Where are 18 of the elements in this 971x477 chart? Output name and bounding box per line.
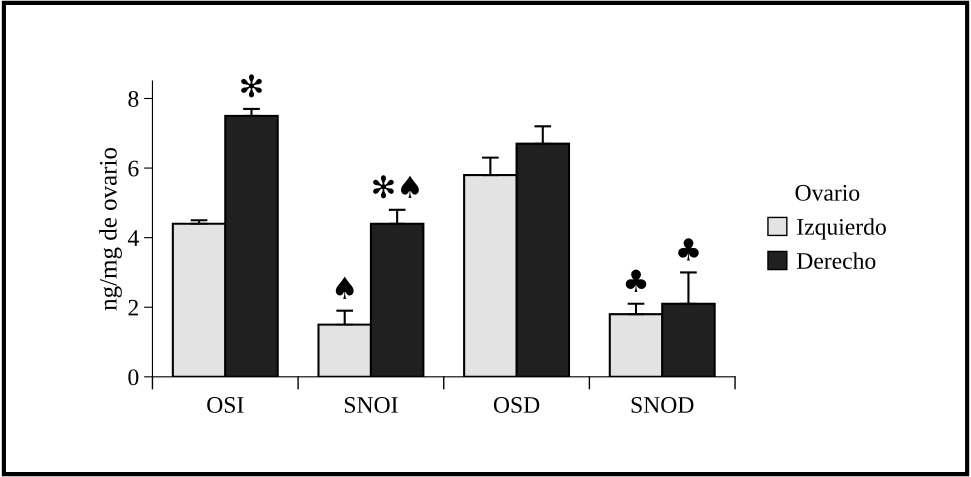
x-tick-label: OSI — [207, 397, 244, 413]
annotation: ✻ — [241, 74, 262, 98]
y-tick-label: 4 — [128, 230, 139, 246]
y-tick-label: 0 — [128, 369, 138, 386]
legend-title: Ovario — [796, 184, 860, 201]
x-tick-label: SNOI — [344, 397, 398, 413]
x-tick-label: OSD — [494, 397, 540, 413]
annotation: ♣ — [626, 270, 646, 292]
y-tick-label: 6 — [128, 160, 139, 176]
y-axis-title: ng/mg de ovario — [99, 148, 122, 310]
annotation: ♠ — [336, 276, 354, 299]
annotation: ♣ — [678, 238, 699, 261]
y-tick-label: 2 — [128, 300, 138, 316]
x-tick-label: SNOD — [632, 397, 694, 413]
legend-label: Izquierdo — [797, 218, 886, 240]
legend-label: Derecho — [796, 252, 876, 269]
annotation: ✻♠ — [373, 175, 419, 198]
y-tick-label: 8 — [128, 90, 138, 107]
